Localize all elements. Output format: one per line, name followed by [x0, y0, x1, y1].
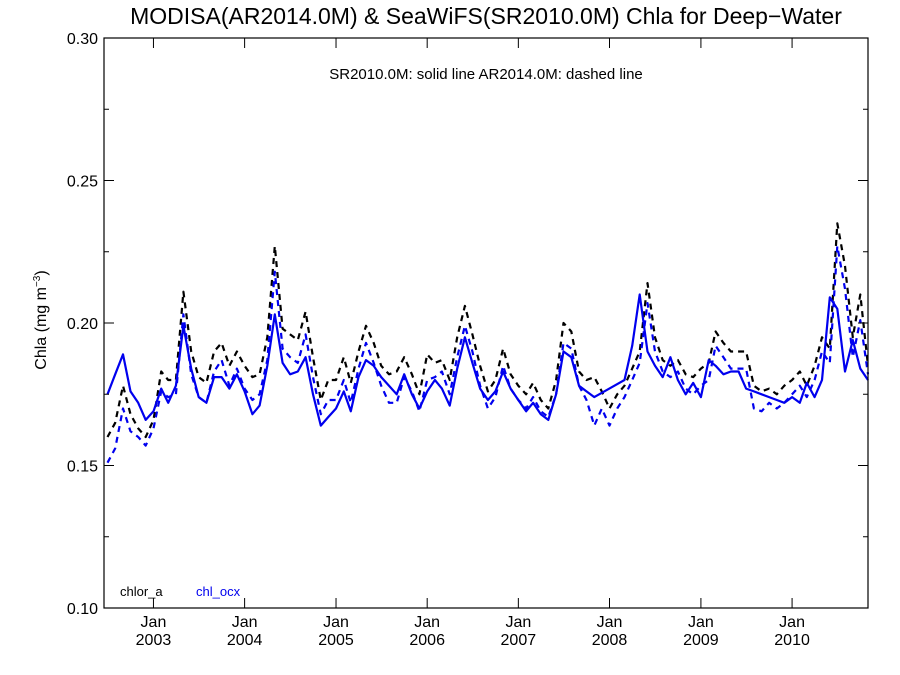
x-tick-label-year: 2007 [501, 632, 537, 649]
x-tick-label-month: Jan [688, 614, 714, 631]
x-tick-label-month: Jan [779, 614, 805, 631]
x-tick-label-year: 2008 [592, 632, 628, 649]
y-tick-label: 0.20 [67, 316, 98, 333]
series-line-chlor-a-ar2014-0m [106, 222, 870, 439]
axis-layer: 0.100.150.200.250.30Jan2003Jan2004Jan200… [67, 31, 868, 649]
x-tick-label-month: Jan [597, 614, 623, 631]
x-tick-label-year: 2010 [774, 632, 810, 649]
y-tick-label: 0.30 [67, 31, 98, 48]
x-tick-label-year: 2006 [409, 632, 445, 649]
y-axis-label: Chla (mg m−3) [32, 270, 50, 369]
x-tick-label-month: Jan [232, 614, 258, 631]
x-tick-label-month: Jan [414, 614, 440, 631]
series-line-chl-ocx-sr2010-0m [106, 293, 869, 427]
series-layer [106, 222, 870, 464]
x-tick-label-month: Jan [323, 614, 349, 631]
x-tick-label-year: 2005 [318, 632, 354, 649]
x-tick-label-month: Jan [141, 614, 167, 631]
x-tick-label-year: 2003 [136, 632, 172, 649]
y-axis-label-group: Chla (mg m−3) [32, 270, 50, 369]
x-tick-label-month: Jan [505, 614, 531, 631]
x-tick-label-year: 2009 [683, 632, 719, 649]
legend-item-chl-ocx: chl_ocx [196, 584, 241, 599]
y-tick-label: 0.25 [67, 174, 98, 191]
y-axis-label-superscript: −3 [32, 275, 43, 287]
chart-subtitle: SR2010.0M: solid line AR2014.0M: dashed … [329, 66, 643, 83]
chart-title: MODISA(AR2014.0M) & SeaWiFS(SR2010.0M) C… [130, 3, 842, 29]
y-axis-label-main: Chla (mg m [33, 287, 50, 370]
series-line-chl-ocx-ar2014-0m [106, 245, 870, 464]
y-tick-label: 0.15 [67, 459, 98, 476]
y-tick-label: 0.10 [67, 601, 98, 618]
y-axis-label-close: ) [33, 270, 50, 275]
plot-frame [103, 37, 869, 609]
legend-item-chlor-a: chlor_a [120, 584, 163, 599]
x-tick-label-year: 2004 [227, 632, 263, 649]
